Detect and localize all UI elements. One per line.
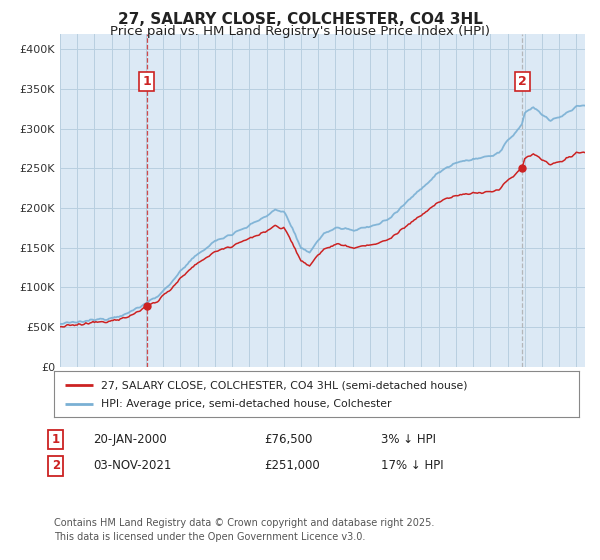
Text: HPI: Average price, semi-detached house, Colchester: HPI: Average price, semi-detached house,… bbox=[101, 399, 392, 409]
Text: £251,000: £251,000 bbox=[264, 459, 320, 473]
Text: Contains HM Land Registry data © Crown copyright and database right 2025.
This d: Contains HM Land Registry data © Crown c… bbox=[54, 518, 434, 542]
Text: 1: 1 bbox=[143, 74, 151, 88]
Text: £76,500: £76,500 bbox=[264, 433, 313, 446]
Text: 3% ↓ HPI: 3% ↓ HPI bbox=[381, 433, 436, 446]
Text: 2: 2 bbox=[52, 459, 60, 473]
Text: 1: 1 bbox=[52, 433, 60, 446]
Text: 03-NOV-2021: 03-NOV-2021 bbox=[93, 459, 172, 473]
Text: 27, SALARY CLOSE, COLCHESTER, CO4 3HL: 27, SALARY CLOSE, COLCHESTER, CO4 3HL bbox=[118, 12, 482, 27]
Text: 20-JAN-2000: 20-JAN-2000 bbox=[93, 433, 167, 446]
Text: 27, SALARY CLOSE, COLCHESTER, CO4 3HL (semi-detached house): 27, SALARY CLOSE, COLCHESTER, CO4 3HL (s… bbox=[101, 380, 468, 390]
Text: 17% ↓ HPI: 17% ↓ HPI bbox=[381, 459, 443, 473]
Text: 2: 2 bbox=[518, 74, 526, 88]
Text: Price paid vs. HM Land Registry's House Price Index (HPI): Price paid vs. HM Land Registry's House … bbox=[110, 25, 490, 38]
